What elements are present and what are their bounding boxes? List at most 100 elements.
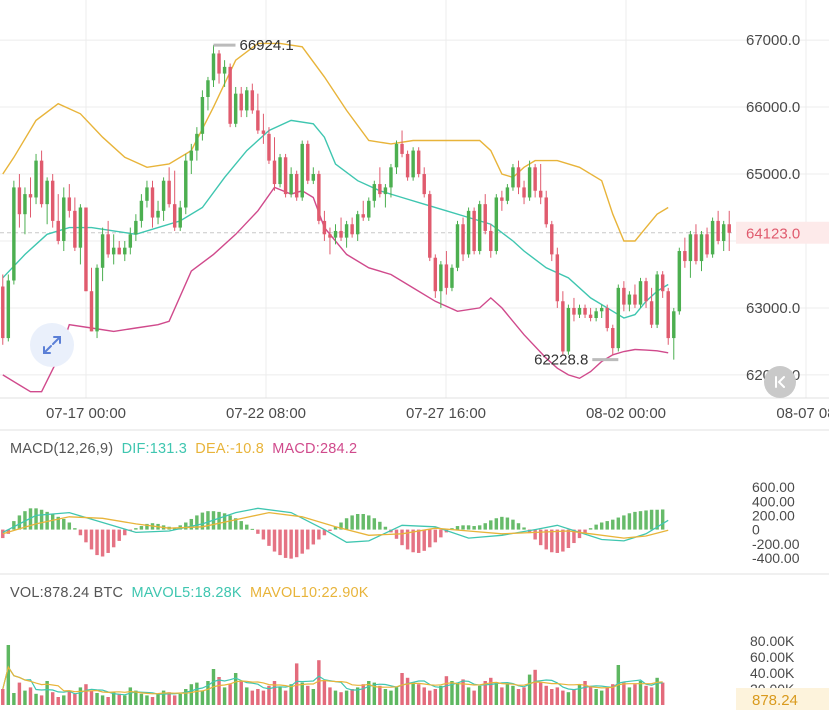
candle-body — [494, 197, 499, 252]
mavol10-line — [2, 665, 663, 695]
candle — [538, 163, 543, 205]
macd-histogram-bar — [378, 521, 382, 530]
candle-body — [633, 294, 637, 305]
candle — [705, 227, 709, 258]
macd-histogram-bar — [527, 529, 532, 534]
candle-body — [294, 174, 299, 198]
macd-histogram-bar — [577, 529, 582, 539]
scroll-latest-button[interactable] — [764, 366, 796, 398]
macd-histogram-bar — [239, 521, 243, 530]
macd-histogram-bar — [278, 529, 282, 556]
candle — [134, 214, 138, 241]
expand-button[interactable] — [30, 323, 74, 367]
macd-histogram-bar — [106, 529, 110, 553]
macd-histogram-bar — [34, 508, 38, 530]
volume-bar — [56, 697, 60, 705]
volume-last-label: 878.24 — [752, 692, 798, 709]
macd-histogram-bar — [433, 529, 438, 543]
macd-histogram-bar — [317, 529, 321, 540]
candle-body — [50, 180, 55, 221]
candle-body — [594, 311, 598, 318]
candle — [272, 137, 277, 191]
candle-body — [561, 301, 565, 352]
macd-histogram-bar — [367, 515, 371, 530]
volume-bar — [73, 693, 77, 705]
volume-bar — [550, 689, 554, 705]
candle-body — [6, 280, 11, 339]
macd-histogram-bar — [450, 528, 454, 530]
candle — [317, 170, 321, 225]
candle — [339, 217, 343, 241]
macd-histogram-bar — [217, 511, 221, 530]
candle-body — [411, 150, 415, 178]
candle-body — [566, 307, 571, 352]
candle-body — [533, 167, 537, 191]
candle-body — [666, 291, 670, 339]
volume-bar — [339, 692, 343, 705]
current-price-label: 64123.0 — [746, 226, 800, 243]
macd-histogram-bar — [411, 529, 415, 553]
candle-body — [428, 194, 432, 258]
candle — [100, 227, 105, 282]
volume-bar — [477, 685, 482, 705]
candle — [256, 93, 260, 134]
macd-histogram-bar — [439, 529, 443, 538]
macd-histogram-bar — [184, 522, 188, 530]
candle — [660, 271, 665, 298]
candle — [555, 247, 560, 308]
volume-bar — [289, 684, 293, 705]
volume-bar — [538, 682, 543, 705]
macd-histogram-bar — [200, 512, 205, 530]
candle-body — [677, 251, 682, 312]
volume-bar — [306, 685, 310, 705]
macd-histogram-bar — [272, 529, 277, 552]
volume-bar — [644, 685, 648, 705]
candle-body — [12, 187, 16, 281]
candle-body — [583, 307, 587, 315]
candle-body — [283, 157, 288, 195]
macd-histogram-bar — [400, 529, 404, 546]
current-price-badge — [736, 221, 829, 244]
candle-body — [383, 187, 388, 195]
macd-histogram-bar — [289, 529, 293, 559]
volume-bar — [311, 689, 316, 705]
candle — [416, 147, 421, 178]
dea-line — [2, 511, 669, 539]
volume-bar — [605, 687, 609, 705]
candle-body — [489, 230, 493, 252]
volume-bar — [128, 687, 133, 705]
volume-bar — [633, 684, 637, 705]
volume-legend: VOL:878.24 BTC MAVOL5:18.28K MAVOL10:22.… — [10, 585, 373, 601]
candle — [616, 284, 621, 352]
candle-body — [611, 328, 615, 349]
candle — [605, 304, 609, 332]
volume-bar — [583, 681, 587, 705]
candle-body — [599, 307, 604, 312]
candle — [611, 324, 615, 355]
candle-body — [278, 157, 282, 185]
volume-bar — [272, 681, 277, 705]
candle-body — [361, 214, 365, 218]
candle — [294, 170, 299, 201]
volume-bar — [150, 697, 155, 705]
candle-body — [311, 174, 316, 181]
candle-body — [422, 174, 426, 195]
candle — [67, 184, 72, 218]
candle — [638, 277, 643, 308]
volume-bar — [622, 682, 626, 705]
volume-bar — [400, 673, 404, 705]
candle-body — [62, 197, 66, 241]
candle-body — [28, 194, 33, 198]
volume-bar — [123, 695, 127, 705]
candle-body — [211, 53, 216, 81]
volume-bar — [389, 690, 393, 705]
candle-body — [405, 153, 410, 178]
candle — [278, 153, 282, 188]
volume-bar — [145, 695, 149, 705]
macd-histogram-bar — [56, 516, 60, 530]
macd-histogram-bar — [134, 528, 138, 530]
candle — [483, 194, 487, 235]
candle — [328, 227, 332, 255]
macd-histogram-bar — [245, 524, 249, 530]
